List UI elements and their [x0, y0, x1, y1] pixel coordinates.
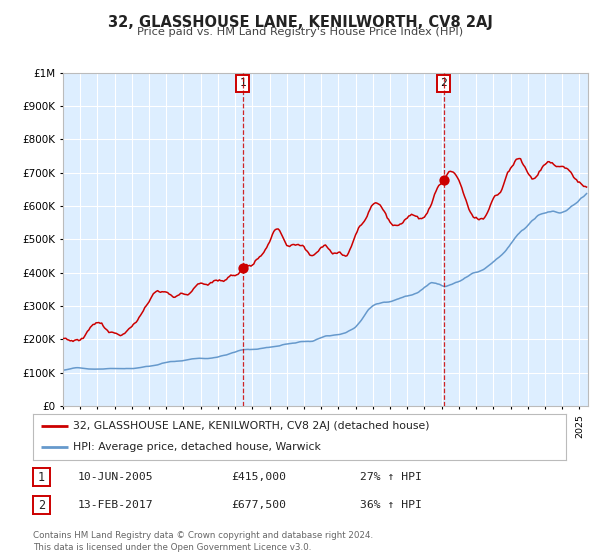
Text: 2: 2 [38, 498, 45, 512]
Text: 2: 2 [440, 78, 447, 88]
Point [238, 263, 248, 272]
Text: HPI: Average price, detached house, Warwick: HPI: Average price, detached house, Warw… [73, 442, 321, 452]
Text: 32, GLASSHOUSE LANE, KENILWORTH, CV8 2AJ: 32, GLASSHOUSE LANE, KENILWORTH, CV8 2AJ [107, 15, 493, 30]
Text: 1: 1 [239, 78, 246, 88]
Text: 13-FEB-2017: 13-FEB-2017 [78, 500, 154, 510]
Text: 36% ↑ HPI: 36% ↑ HPI [360, 500, 422, 510]
Text: £415,000: £415,000 [231, 472, 286, 482]
Point [439, 176, 449, 185]
Text: Price paid vs. HM Land Registry's House Price Index (HPI): Price paid vs. HM Land Registry's House … [137, 27, 463, 37]
Text: 10-JUN-2005: 10-JUN-2005 [78, 472, 154, 482]
Text: 1: 1 [38, 470, 45, 484]
Text: Contains HM Land Registry data © Crown copyright and database right 2024.
This d: Contains HM Land Registry data © Crown c… [33, 531, 373, 552]
Text: 32, GLASSHOUSE LANE, KENILWORTH, CV8 2AJ (detached house): 32, GLASSHOUSE LANE, KENILWORTH, CV8 2AJ… [73, 421, 430, 431]
Text: 27% ↑ HPI: 27% ↑ HPI [360, 472, 422, 482]
Text: £677,500: £677,500 [231, 500, 286, 510]
